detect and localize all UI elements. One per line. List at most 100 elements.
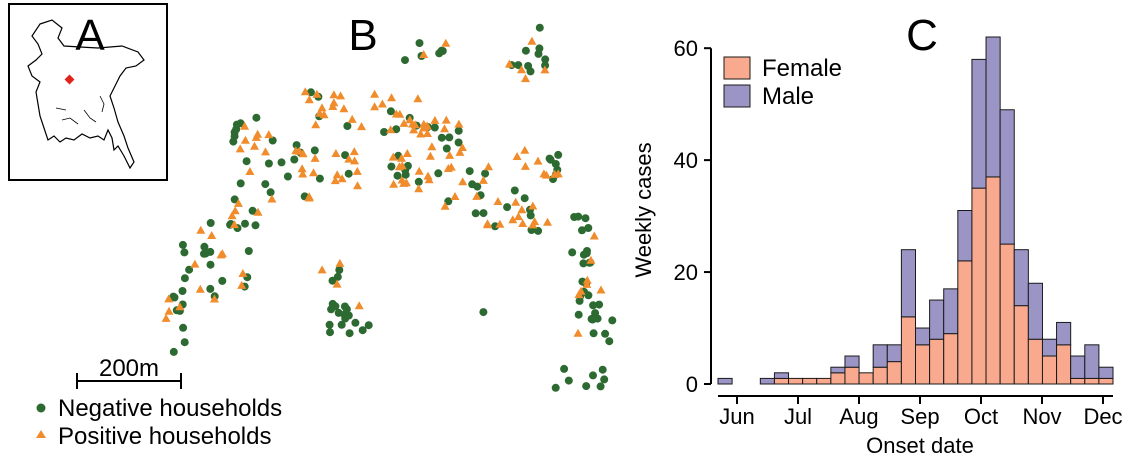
positive-household-point xyxy=(310,153,320,162)
negative-household-point xyxy=(471,209,480,218)
positive-household-point xyxy=(520,145,530,154)
positive-household-point xyxy=(402,149,412,157)
positive-household-point xyxy=(419,50,429,58)
bar-male xyxy=(1027,282,1043,340)
bar-female xyxy=(1084,377,1100,385)
positive-household-point xyxy=(332,279,342,288)
negative-household-point xyxy=(479,209,488,218)
positive-household-point xyxy=(317,265,327,274)
bar-male xyxy=(957,210,973,262)
negative-household-point xyxy=(242,157,251,166)
legend-positive-marker xyxy=(36,430,46,438)
positive-household-point xyxy=(161,313,171,322)
positive-household-point xyxy=(237,280,247,289)
negative-household-point xyxy=(252,113,261,122)
positive-household-point xyxy=(190,259,200,268)
positive-household-point xyxy=(440,124,449,133)
negative-household-point xyxy=(335,266,344,274)
positive-household-point xyxy=(596,285,606,294)
positive-household-point xyxy=(528,201,538,210)
negative-household-point xyxy=(582,382,591,391)
negative-household-point xyxy=(180,338,189,347)
legend-label-female: Female xyxy=(762,55,842,82)
negative-household-point xyxy=(185,265,194,274)
positive-household-point xyxy=(332,170,342,179)
negative-household-point xyxy=(232,125,241,134)
negative-household-point xyxy=(541,55,550,64)
negative-household-point xyxy=(261,180,270,189)
positive-household-point xyxy=(419,119,429,128)
positive-household-point xyxy=(229,220,239,229)
negative-household-point xyxy=(179,323,188,332)
negative-household-point xyxy=(514,61,523,70)
bar-female xyxy=(872,366,888,385)
panel-c: C 0 20 40 60 Jun Jul Aug Sep Oct Nov Dec Onset date… xyxy=(631,11,1123,458)
bar-male xyxy=(1013,249,1029,307)
positive-household-point xyxy=(427,142,437,151)
x-tick-label: Jul xyxy=(784,404,812,429)
negative-household-point xyxy=(587,315,596,323)
household-points xyxy=(161,23,617,392)
negative-household-point xyxy=(554,150,563,159)
positive-household-point xyxy=(253,207,263,216)
legend-negative-marker xyxy=(36,403,46,413)
negative-household-point xyxy=(169,292,178,301)
positive-household-point xyxy=(196,225,206,234)
negative-household-point xyxy=(206,260,215,269)
positive-household-point xyxy=(508,215,518,224)
bar-female xyxy=(1013,305,1029,385)
y-tick-label: 60 xyxy=(674,36,698,61)
positive-household-point xyxy=(370,102,380,111)
panel-b: B 200m Negative households Positive hous… xyxy=(36,11,617,450)
positive-household-point xyxy=(528,220,538,229)
positive-household-point xyxy=(238,269,248,277)
positive-household-point xyxy=(422,129,432,137)
positive-household-point xyxy=(527,36,537,45)
negative-household-point xyxy=(589,301,598,310)
negative-household-point xyxy=(584,224,593,232)
bar-female xyxy=(929,338,945,385)
negative-household-point xyxy=(442,144,451,153)
negative-household-point xyxy=(178,240,187,249)
positive-household-point xyxy=(352,166,362,175)
positive-household-point xyxy=(335,258,345,267)
scale-bar-label: 200m xyxy=(99,355,159,382)
x-tick-label: Oct xyxy=(964,404,998,429)
negative-household-point xyxy=(401,56,409,65)
positive-household-point xyxy=(388,152,398,161)
negative-household-point xyxy=(510,186,519,195)
positive-household-point xyxy=(353,181,362,190)
positive-household-point xyxy=(445,150,455,159)
negative-household-point xyxy=(344,169,353,178)
negative-household-point xyxy=(337,320,346,329)
negative-household-point xyxy=(479,308,488,317)
negative-household-point xyxy=(343,122,352,130)
panel-a: A xyxy=(8,3,168,181)
positive-household-point xyxy=(336,91,346,100)
positive-household-point xyxy=(397,161,407,170)
country-outline xyxy=(27,19,145,170)
positive-household-point xyxy=(329,90,339,99)
positive-household-point xyxy=(377,99,387,108)
negative-household-point xyxy=(248,206,257,215)
negative-household-point xyxy=(283,172,292,181)
positive-household-point xyxy=(514,212,523,221)
bar-female xyxy=(816,377,832,385)
negative-household-point xyxy=(229,137,238,146)
negative-household-point xyxy=(589,371,597,380)
bar-male xyxy=(844,355,860,368)
bar-male xyxy=(759,377,775,385)
positive-household-point xyxy=(331,149,341,157)
negative-household-point xyxy=(444,197,453,206)
negative-household-point xyxy=(401,170,410,179)
inset-map-frame xyxy=(8,3,168,181)
positive-household-point xyxy=(484,162,493,171)
negative-household-point xyxy=(534,49,543,58)
x-tick-label: Sep xyxy=(900,404,939,429)
positive-household-point xyxy=(387,93,396,102)
negative-household-point xyxy=(326,328,334,337)
positive-household-point xyxy=(347,114,357,123)
positive-household-point xyxy=(521,74,530,83)
positive-household-point xyxy=(512,152,522,160)
